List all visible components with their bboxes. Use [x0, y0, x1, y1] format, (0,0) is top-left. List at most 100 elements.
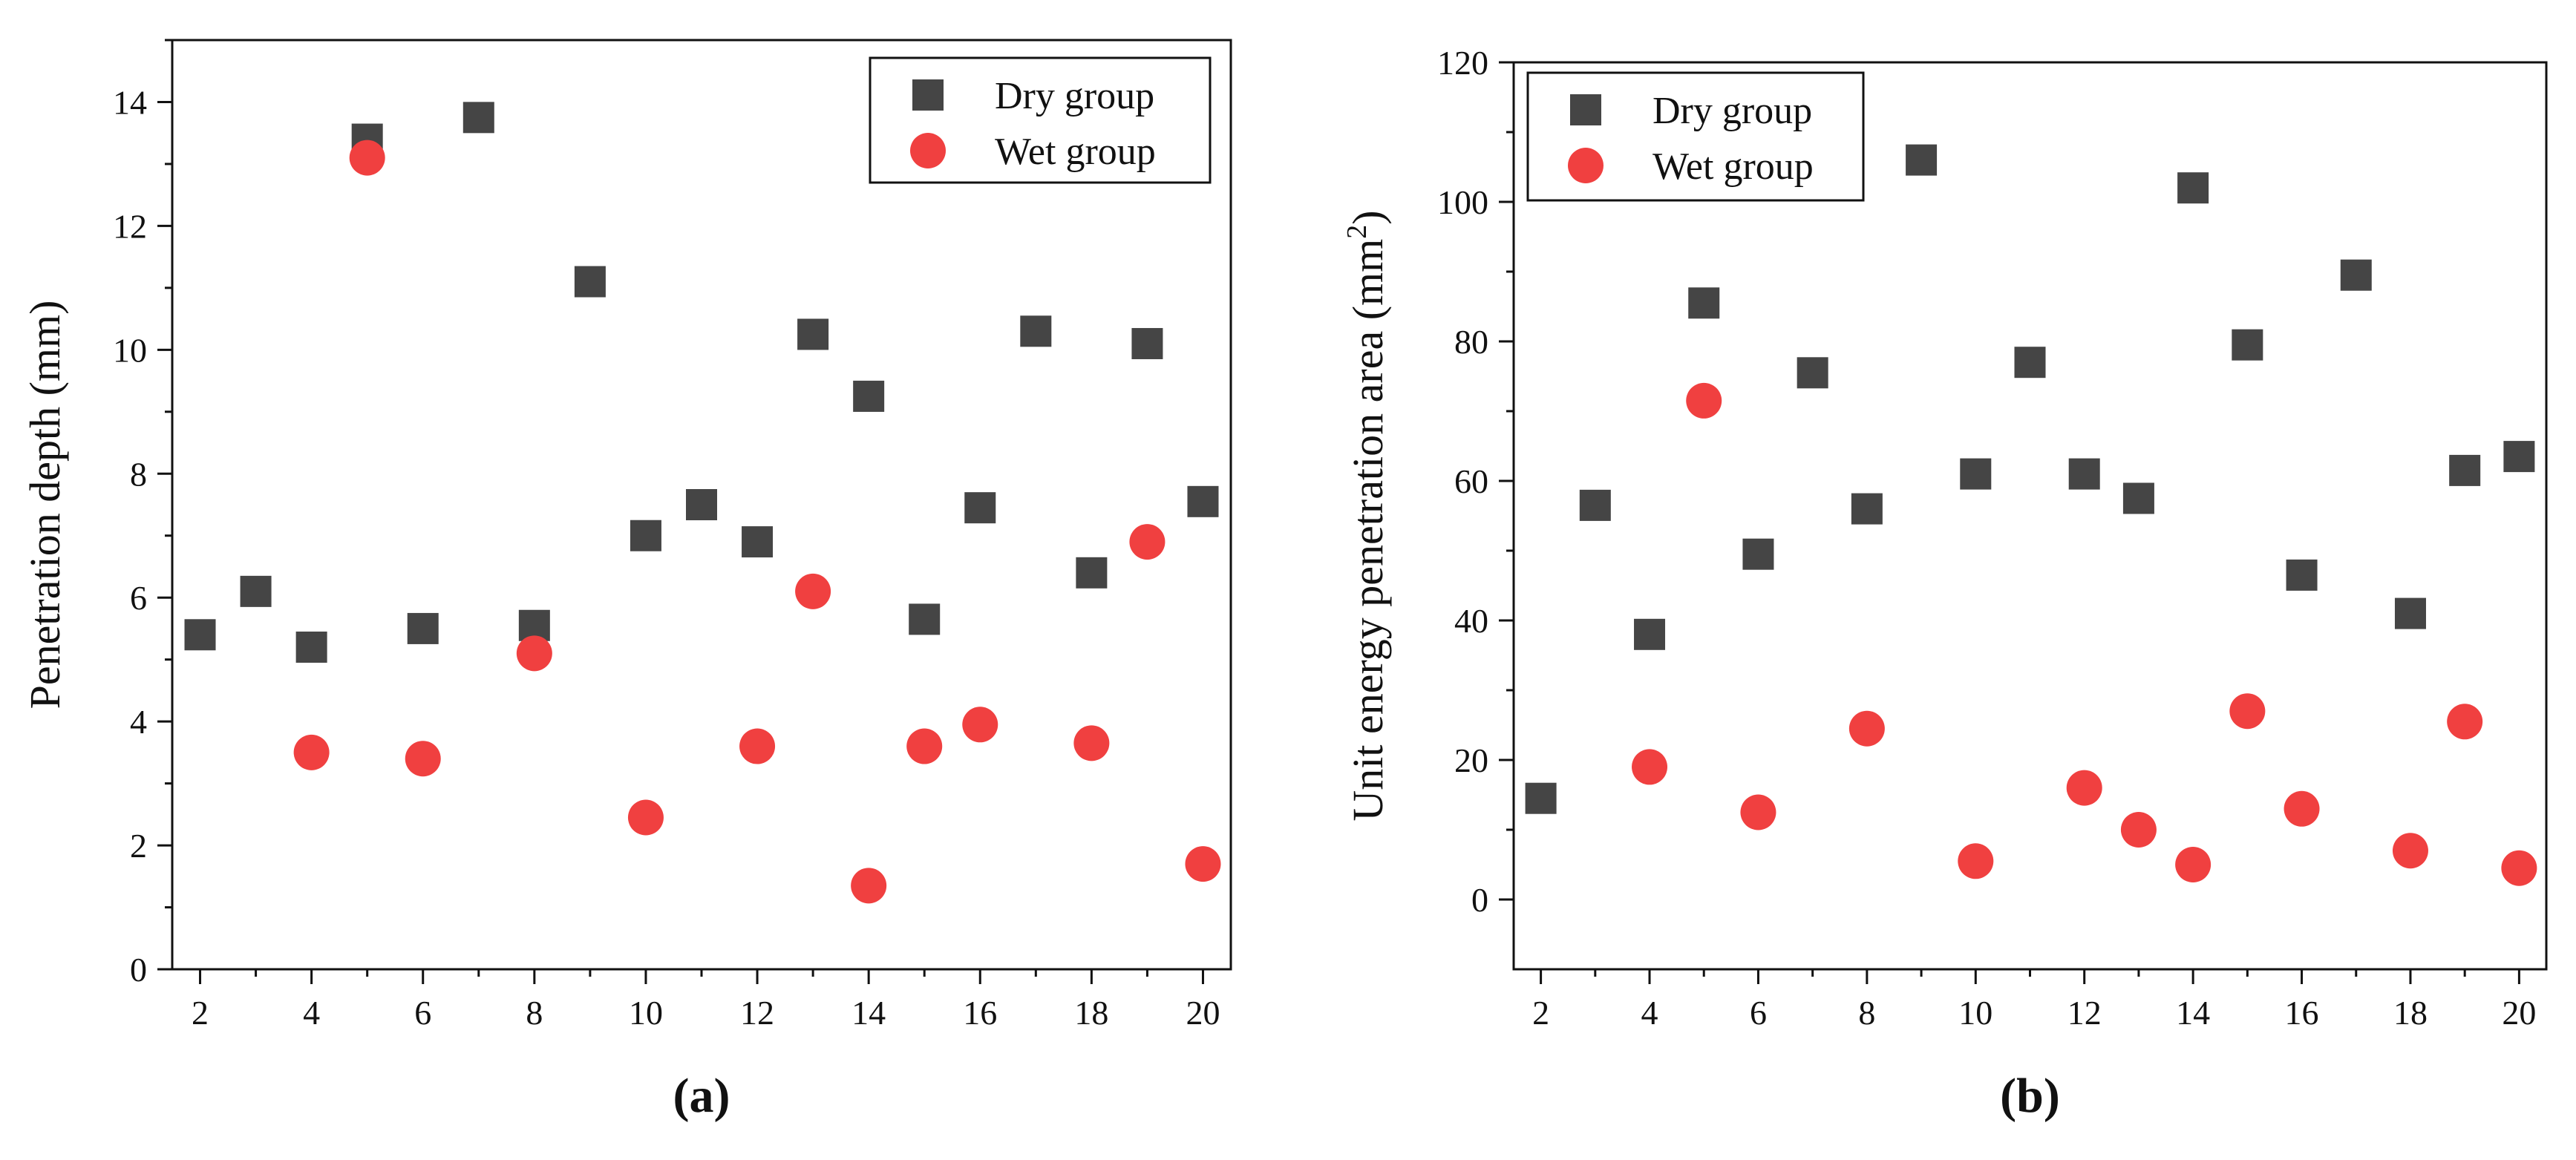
data-point-circle — [2501, 850, 2537, 886]
data-point-circle — [293, 734, 330, 770]
data-point-circle — [1632, 749, 1668, 785]
panel-label: (a) — [673, 1069, 730, 1123]
data-point-square — [1579, 489, 1611, 521]
data-point-square — [1797, 357, 1828, 389]
x-tick-label: 2 — [1532, 994, 1549, 1032]
data-point-square — [2503, 441, 2535, 473]
x-tick-label: 6 — [414, 994, 431, 1032]
x-tick-label: 6 — [1750, 994, 1767, 1032]
x-tick-label: 16 — [2285, 994, 2319, 1032]
data-point-square — [2014, 347, 2046, 379]
data-point-square — [742, 526, 774, 558]
data-point-square — [184, 619, 216, 651]
legend-marker-circle — [1568, 148, 1604, 183]
y-tick-label: 20 — [1454, 741, 1488, 779]
x-tick-label: 20 — [1186, 994, 1220, 1032]
y-axis-title-suffix: ) — [1344, 210, 1392, 224]
data-point-square — [1742, 538, 1774, 570]
data-point-circle — [2229, 693, 2266, 730]
data-point-circle — [1686, 382, 1722, 419]
data-point-square — [2449, 454, 2481, 486]
data-point-square — [295, 631, 327, 663]
y-tick-label: 4 — [130, 703, 147, 741]
series-dry-group — [184, 102, 1219, 663]
y-axis-title-text: Unit energy penetration area (mm — [1344, 239, 1392, 822]
data-point-square — [1688, 287, 1720, 319]
data-point-square — [909, 603, 941, 635]
data-point-square — [1187, 485, 1219, 517]
data-point-square — [1960, 458, 1992, 490]
data-point-square — [2232, 329, 2263, 361]
data-point-circle — [851, 868, 887, 904]
data-point-square — [964, 492, 996, 524]
data-point-circle — [962, 707, 998, 743]
legend: Dry group Wet group — [1526, 71, 1865, 202]
x-tick-label: 14 — [851, 994, 886, 1032]
data-point-square — [2068, 458, 2100, 490]
legend-marker-square — [912, 79, 944, 111]
data-point-square — [1851, 493, 1883, 525]
x-tick-label: 2 — [192, 994, 209, 1032]
x-tick-label: 8 — [526, 994, 543, 1032]
data-point-square — [1076, 557, 1108, 589]
legend-label: Wet group — [1653, 145, 1814, 188]
y-tick-label: 10 — [113, 331, 147, 369]
data-point-circle — [2066, 770, 2102, 806]
y-tick-label: 14 — [113, 83, 147, 121]
y-axis-title-text: Penetration depth (mm) — [21, 301, 69, 710]
x-tick-label: 18 — [2393, 994, 2428, 1032]
data-point-circle — [405, 741, 441, 777]
x-tick-label: 4 — [1641, 994, 1658, 1032]
legend-label: Dry group — [1653, 90, 1812, 132]
legend-marker-square — [1570, 94, 1601, 125]
data-point-circle — [627, 799, 664, 836]
data-point-circle — [349, 140, 385, 176]
data-point-square — [1131, 327, 1163, 359]
legend-marker-circle — [910, 133, 946, 168]
data-point-square — [630, 520, 661, 551]
data-point-circle — [1073, 725, 1110, 761]
series-wet-group — [1632, 382, 2537, 886]
data-point-square — [574, 266, 606, 298]
x-tick-label: 20 — [2502, 994, 2536, 1032]
data-point-circle — [1958, 843, 1994, 879]
series-dry-group — [1525, 144, 2535, 814]
y-tick-label: 8 — [130, 455, 147, 493]
data-point-square — [462, 102, 494, 134]
data-point-square — [853, 380, 885, 412]
data-point-circle — [739, 728, 776, 764]
chart-panel-b: 2 4 6 8 10 12 14 16 18 20 0 20 40 60 80 100 120 Unit ener… — [1341, 44, 2548, 1123]
data-point-circle — [2175, 847, 2211, 882]
x-tick-label: 12 — [740, 994, 774, 1032]
data-point-circle — [906, 728, 943, 764]
data-point-circle — [516, 635, 552, 672]
y-tick-label: 60 — [1454, 462, 1488, 500]
data-point-square — [2394, 597, 2426, 629]
data-point-square — [2177, 172, 2209, 204]
data-point-square — [1906, 144, 1938, 176]
y-axis-title: Unit energy penetration area (mm2) — [1341, 210, 1392, 821]
data-point-square — [407, 612, 439, 644]
legend: Dry group Wet group — [869, 56, 1212, 184]
data-point-square — [2122, 482, 2154, 514]
data-point-circle — [2392, 833, 2428, 869]
y-tick-label: 40 — [1454, 602, 1488, 640]
data-point-square — [240, 575, 272, 607]
y-tick-label: 0 — [1471, 881, 1488, 919]
y-tick-label: 120 — [1437, 44, 1488, 82]
chart-panel-a: 2 4 6 8 10 12 14 16 18 20 0 2 4 6 8 10 12 14 Penetration d… — [21, 39, 1232, 1123]
x-tick-label: 12 — [2067, 994, 2102, 1032]
data-point-square — [686, 489, 717, 520]
data-point-circle — [1185, 846, 1221, 882]
data-point-square — [797, 318, 829, 350]
legend-label: Wet group — [995, 131, 1156, 173]
data-point-circle — [795, 573, 831, 609]
data-point-circle — [2120, 812, 2157, 848]
data-point-square — [2286, 559, 2318, 591]
y-tick-label: 6 — [130, 579, 147, 617]
data-point-circle — [1740, 794, 1776, 830]
x-tick-label: 4 — [303, 994, 320, 1032]
x-tick-label: 14 — [2176, 994, 2210, 1032]
data-point-square — [1634, 618, 1666, 650]
